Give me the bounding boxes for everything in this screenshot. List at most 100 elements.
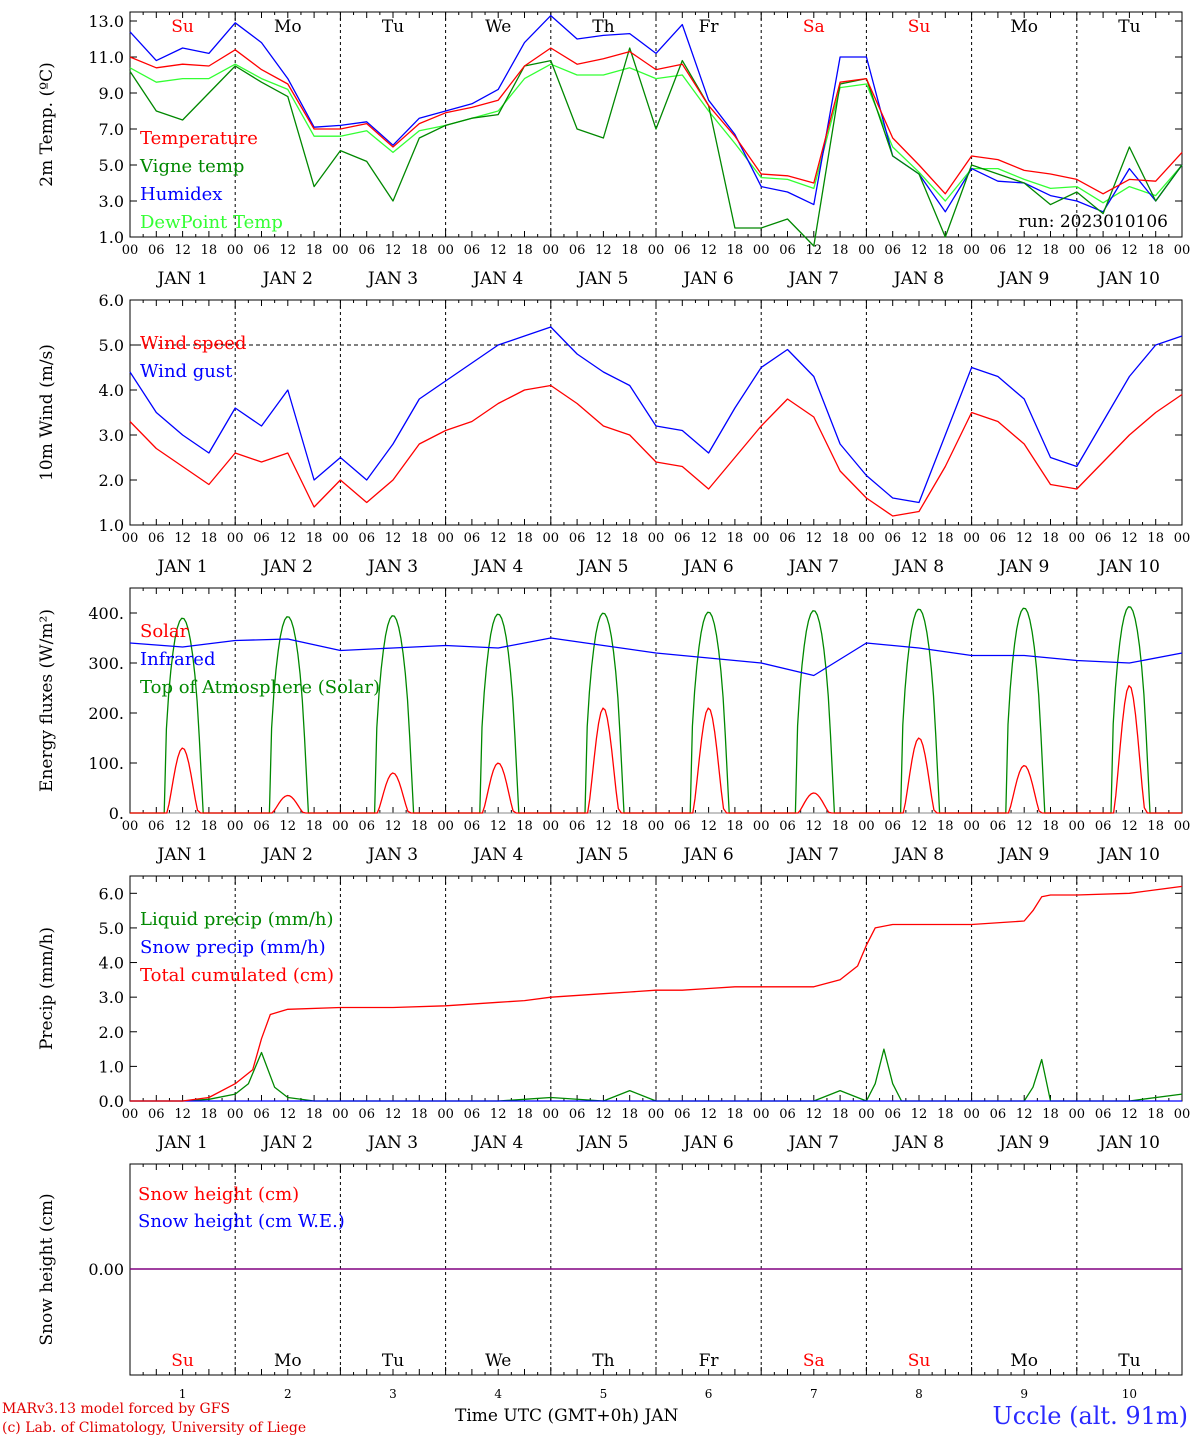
- precip-y-tick-label: 2.0: [99, 1023, 124, 1042]
- snow-day-number: 3: [389, 1387, 397, 1401]
- temp-hour-label: 00: [858, 243, 875, 258]
- energy-hour-label: 00: [437, 819, 454, 834]
- energy-hour-label: 18: [1042, 819, 1059, 834]
- wind-hour-label: 00: [332, 531, 349, 546]
- energy-hour-label: 06: [1095, 819, 1112, 834]
- energy-hour-label: 00: [963, 819, 980, 834]
- energy-hour-label: 12: [595, 819, 612, 834]
- precip-y-tick-label: 3.0: [99, 988, 124, 1007]
- temp-day-label: Sa: [803, 17, 825, 37]
- wind-hour-label: 12: [911, 531, 928, 546]
- energy-date-label: JAN 5: [576, 845, 628, 865]
- wind-date-label: JAN 8: [892, 557, 944, 577]
- precip-hour-label: 12: [1016, 1107, 1033, 1122]
- wind-hour-label: 00: [1069, 531, 1086, 546]
- snow-legend-entry: Snow height (cm W.E.): [138, 1211, 345, 1232]
- precip-hour-label: 06: [779, 1107, 796, 1122]
- energy-date-label: JAN 1: [156, 845, 208, 865]
- energy-hour-label: 06: [990, 819, 1007, 834]
- wind-frame: [129, 299, 1183, 526]
- temp-date-label: JAN 3: [366, 269, 418, 289]
- temp-y-tick-label: 7.0: [99, 120, 124, 139]
- precip-date-label: JAN 5: [576, 1133, 628, 1153]
- precip-hour-label: 18: [306, 1107, 323, 1122]
- wind-y-tick-label: 2.0: [99, 471, 124, 490]
- temp-series-humidex: [129, 14, 1183, 213]
- temp-date-label: JAN 10: [1097, 269, 1160, 289]
- energy-hour-label: 18: [516, 819, 533, 834]
- precip-hour-label: 00: [1069, 1107, 1086, 1122]
- snow-day-label: Mo: [1010, 1351, 1038, 1371]
- energy-hour-label: 18: [1147, 819, 1164, 834]
- energy-y-tick-label: 400.: [88, 604, 124, 623]
- energy-hour-label: 12: [700, 819, 717, 834]
- precip-hour-label: 12: [1121, 1107, 1138, 1122]
- temp-hour-label: 12: [595, 243, 612, 258]
- precip-hour-label: 18: [621, 1107, 638, 1122]
- wind-hour-label: 18: [937, 531, 954, 546]
- precip-hour-label: 00: [963, 1107, 980, 1122]
- wind-hour-label: 06: [674, 531, 691, 546]
- wind-hour-label: 12: [1016, 531, 1033, 546]
- temp-hour-label: 18: [727, 243, 744, 258]
- wind-hour-label: 00: [963, 531, 980, 546]
- temp-hour-label: 00: [332, 243, 349, 258]
- wind-y-tick-label: 4.0: [99, 381, 124, 400]
- energy-date-label: JAN 4: [471, 845, 523, 865]
- wind-hour-label: 12: [595, 531, 612, 546]
- wind-hour-label: 00: [543, 531, 560, 546]
- wind-series-wind-speed: [129, 384, 1183, 517]
- precip-date-label: JAN 10: [1097, 1133, 1160, 1153]
- snow-day-number: 9: [1020, 1387, 1028, 1401]
- temp-hour-label: 12: [280, 243, 297, 258]
- wind-hour-label: 06: [464, 531, 481, 546]
- wind-hour-label: 18: [411, 531, 428, 546]
- precip-series-total-cumulated-cm: [130, 885, 1183, 1102]
- energy-hour-label: 06: [569, 819, 586, 834]
- wind-hour-label: 06: [779, 531, 796, 546]
- precip-hour-label: 18: [1147, 1107, 1164, 1122]
- energy-date-label: JAN 6: [682, 845, 734, 865]
- temp-hour-label: 18: [306, 243, 323, 258]
- wind-hour-label: 00: [858, 531, 875, 546]
- snow-day-number: 7: [810, 1387, 818, 1401]
- precip-date-label: JAN 6: [682, 1133, 734, 1153]
- energy-hour-label: 18: [832, 819, 849, 834]
- temp-hour-label: 06: [779, 243, 796, 258]
- temp-hour-label: 18: [832, 243, 849, 258]
- energy-date-label: JAN 7: [787, 845, 839, 865]
- energy-hour-label: 12: [174, 819, 191, 834]
- snow-day-number: 10: [1122, 1387, 1137, 1401]
- wind-hour-label: 06: [884, 531, 901, 546]
- temp-hour-label: 12: [911, 243, 928, 258]
- temp-legend-entry: Humidex: [140, 184, 222, 205]
- wind-hour-label: 00: [437, 531, 454, 546]
- temp-hour-label: 00: [437, 243, 454, 258]
- temp-series-dewpoint-temp: [129, 63, 1183, 204]
- wind-hour-label: 00: [1174, 531, 1191, 546]
- precip-date-label: JAN 1: [156, 1133, 208, 1153]
- wind-y-axis-title: 10m Wind (m/s): [37, 344, 57, 481]
- temp-day-label: Tu: [382, 17, 404, 37]
- credit-line-2: (c) Lab. of Climatology, University of L…: [2, 1420, 307, 1436]
- precip-y-tick-label: 5.0: [99, 919, 124, 938]
- temp-y-tick-label: 13.0: [88, 12, 124, 31]
- precip-hour-label: 00: [227, 1107, 244, 1122]
- energy-hour-label: 00: [753, 819, 770, 834]
- station-label: Uccle (alt. 91m): [992, 1402, 1188, 1430]
- temp-hour-label: 00: [227, 243, 244, 258]
- wind-hour-label: 18: [621, 531, 638, 546]
- precip-hour-label: 12: [174, 1107, 191, 1122]
- precip-hour-label: 06: [358, 1107, 375, 1122]
- temp-day-label: Su: [908, 17, 931, 37]
- wind-hour-label: 18: [1147, 531, 1164, 546]
- energy-hour-label: 12: [911, 819, 928, 834]
- temp-date-label: JAN 5: [576, 269, 628, 289]
- energy-hour-label: 06: [358, 819, 375, 834]
- wind-date-label: JAN 5: [576, 557, 628, 577]
- wind-series-wind-gust: [129, 326, 1183, 504]
- temp-hour-label: 00: [1174, 243, 1191, 258]
- precip-hour-label: 00: [753, 1107, 770, 1122]
- temp-hour-label: 12: [806, 243, 823, 258]
- energy-hour-label: 00: [858, 819, 875, 834]
